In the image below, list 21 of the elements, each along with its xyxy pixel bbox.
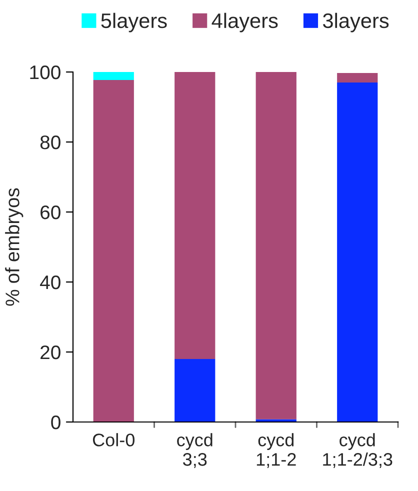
legend-label: 4layers: [212, 12, 278, 32]
x-tick-label: cycd 1;1-2/3;3: [323, 433, 392, 468]
y-tick-label: 100: [30, 65, 60, 80]
legend-label: 3layers: [322, 12, 389, 32]
bar: [337, 82, 378, 422]
bar: [93, 72, 134, 80]
x-tick-label: cycd 1;1-2: [256, 433, 296, 468]
legend-label: 5layers: [101, 12, 167, 32]
y-tick-label: 60: [40, 205, 60, 220]
bar: [256, 72, 296, 420]
y-tick-label: 20: [40, 345, 60, 360]
y-tick-label: 80: [40, 135, 60, 150]
bar: [93, 80, 134, 422]
bar: [174, 72, 216, 359]
y-tick-label: 0: [51, 415, 60, 430]
bar: [337, 73, 378, 82]
x-tick-label: cycd 3;3: [177, 433, 212, 468]
bar: [174, 359, 216, 422]
x-tick-label: Col-0: [92, 433, 134, 446]
y-axis-title: % of embryos: [5, 188, 24, 306]
y-tick-label: 40: [40, 275, 60, 290]
